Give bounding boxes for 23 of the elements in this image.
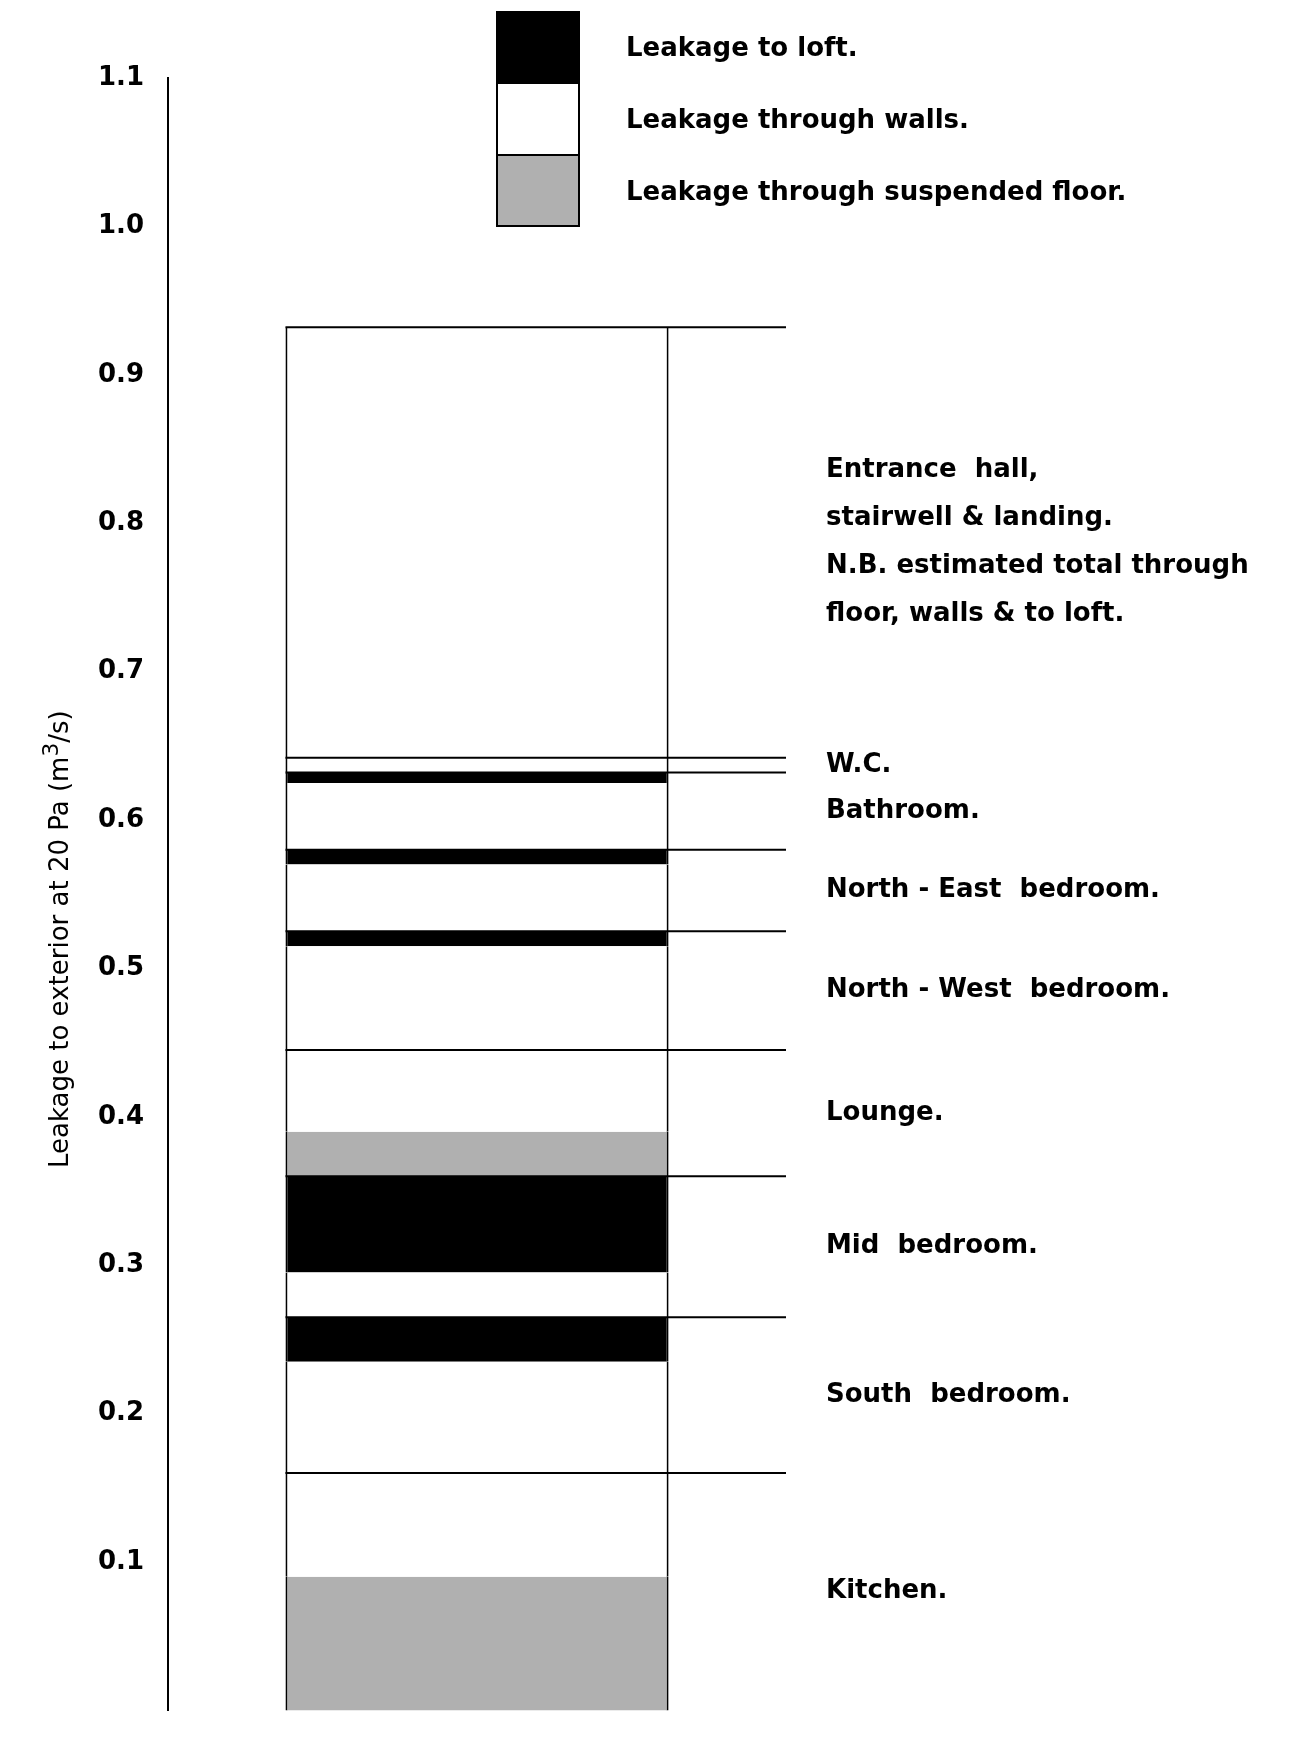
text: Leakage through suspended floor.	[626, 176, 1127, 206]
text: Mid bedroom.	[826, 1229, 1038, 1260]
y-tick-label: 0.5	[98, 951, 145, 982]
y-tick-label: 1.0	[98, 209, 145, 240]
text: South bedroom.	[826, 1377, 1071, 1408]
text: Entrance hall, stairwell & landing. N.B. estimated total through floor, walls & to loft.	[826, 453, 1249, 628]
text: Kitchen.	[826, 1574, 948, 1605]
y-tick-label: 0.9	[98, 357, 145, 388]
text: North - West bedroom.	[826, 973, 1171, 1004]
y-tick-label: 1.1	[98, 60, 145, 91]
text: W.C.	[826, 747, 892, 778]
y-tick-label: 0.7	[98, 654, 145, 685]
text: North - East bedroom.	[826, 873, 1160, 904]
y-tick-label: 0.3	[98, 1247, 145, 1278]
y-tick-label: 0.1	[98, 1544, 145, 1575]
y-tick-label: 0.2	[98, 1396, 145, 1427]
text: Lounge.	[826, 1095, 944, 1126]
text: Bathroom.	[826, 793, 980, 824]
y-tick-label: 0.4	[98, 1099, 145, 1130]
y-tick-label: 0.8	[98, 505, 145, 536]
y-tick-label: 0.6	[98, 802, 145, 833]
text: Leakage through walls.	[626, 104, 969, 134]
text: Leakage to loft.	[626, 32, 858, 62]
